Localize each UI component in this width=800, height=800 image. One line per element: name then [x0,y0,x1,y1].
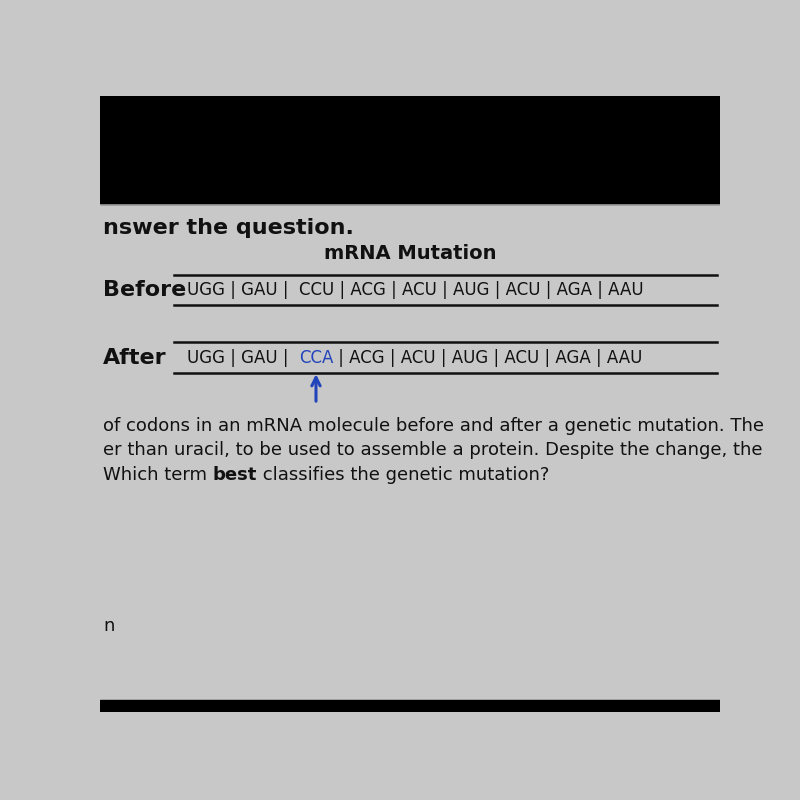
Text: After: After [103,348,166,368]
Text: best: best [213,466,258,484]
Text: UGG | GAU |: UGG | GAU | [187,349,299,366]
Text: classifies the genetic mutation?: classifies the genetic mutation? [258,466,550,484]
Text: n: n [103,617,114,634]
Text: Which term: Which term [103,466,213,484]
Text: nswer the question.: nswer the question. [103,218,354,238]
Bar [100,96,720,204]
Text: | ACG | ACU | AUG | ACU | AGA | AAU: | ACG | ACU | AUG | ACU | AGA | AAU [333,349,642,366]
Text: CCA: CCA [299,349,333,366]
Text: of codons in an mRNA molecule before and after a genetic mutation. The: of codons in an mRNA molecule before and… [103,417,764,434]
Text: er than uracil, to be used to assemble a protein. Despite the change, the: er than uracil, to be used to assemble a… [103,442,762,459]
Text: mRNA Mutation: mRNA Mutation [324,243,496,262]
Bar [100,700,720,712]
Text: Before: Before [103,280,186,300]
Text: UGG | GAU |  CCU | ACG | ACU | AUG | ACU | AGA | AAU: UGG | GAU | CCU | ACG | ACU | AUG | ACU … [187,281,643,299]
